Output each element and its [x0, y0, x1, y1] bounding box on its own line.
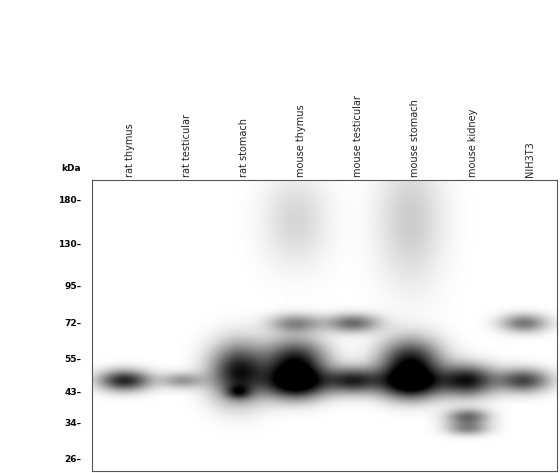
Text: mouse testicular: mouse testicular [353, 95, 363, 176]
Text: kDa: kDa [62, 164, 81, 173]
Text: rat testicular: rat testicular [182, 114, 192, 176]
Text: 34–: 34– [64, 420, 81, 429]
Text: 72–: 72– [64, 319, 81, 328]
Text: mouse thymus: mouse thymus [296, 104, 306, 176]
Text: 180–: 180– [58, 196, 81, 205]
Text: 26–: 26– [64, 455, 81, 464]
Text: 95–: 95– [64, 281, 81, 290]
Text: 55–: 55– [64, 355, 81, 364]
Text: 130–: 130– [58, 239, 81, 248]
Text: rat thymus: rat thymus [125, 123, 135, 176]
Text: mouse stomach: mouse stomach [410, 99, 421, 176]
Text: mouse kidney: mouse kidney [468, 108, 478, 176]
Text: NIH3T3: NIH3T3 [525, 141, 535, 176]
Text: rat stomach: rat stomach [239, 118, 249, 176]
Text: 43–: 43– [64, 388, 81, 397]
